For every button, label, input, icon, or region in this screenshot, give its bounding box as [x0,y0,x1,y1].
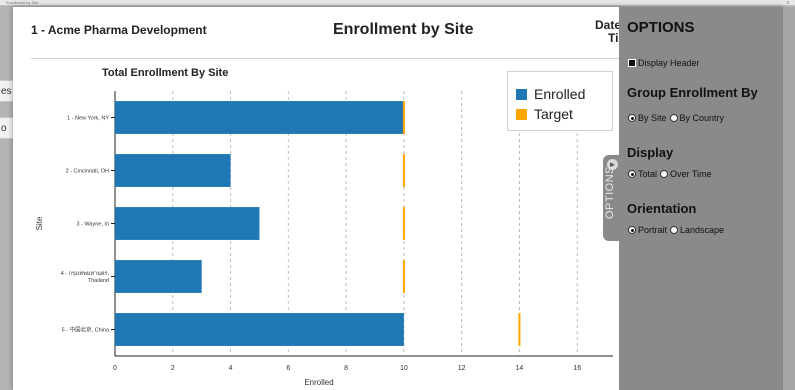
legend-swatch-enrolled [516,89,527,100]
date-label: Date [595,18,622,32]
legend-label-enrolled: Enrolled [534,86,586,102]
report-title: Enrollment by Site [333,21,474,38]
bar-enrolled [115,154,231,187]
radio-by-country[interactable] [669,114,678,122]
y-tick-label: 2 - Cincinnati, OH [66,169,109,175]
chart-title: Total Enrollment By Site [102,67,229,79]
display-header-checkbox[interactable]: Display Header [628,58,700,68]
radio-label-over-time: Over Time [670,169,712,179]
window-close-icon[interactable]: x [786,0,790,6]
options-title: OPTIONS [627,19,695,36]
radio-label-portrait: Portrait [638,225,668,235]
x-tick-label: 4 [229,365,233,372]
x-tick-label: 14 [516,365,524,372]
display-header-label: Display Header [638,58,700,68]
options-toggle-tab[interactable]: ► OPTIONS [603,155,623,241]
x-tick-label: 8 [344,365,348,372]
y-tick-label: 1 - New York, NY [67,116,109,122]
orientation-heading: Orientation [627,201,697,216]
radio-label-by-site: By Site [638,113,667,123]
radio-landscape[interactable] [670,226,679,234]
enrollment-chart: 0246810121416181 - New York, NY2 - Cinci… [35,91,613,387]
bar-enrolled [115,207,260,240]
study-name: 1 - Acme Pharma Development [31,23,207,37]
chart-legend: Enrolled Target [507,71,613,131]
x-tick-label: 2 [171,365,175,372]
legend-label-target: Target [534,106,573,122]
bar-target [402,101,405,134]
background-fragment: o [0,117,14,139]
bar-enrolled [115,260,202,293]
bar-target [402,260,405,293]
display-heading: Display [627,145,674,160]
options-tab-label: OPTIONS [604,165,616,219]
y-tick-label: 4 - กรุงเทพมหานคร, Thailand [61,271,110,284]
background-fragment: es [0,80,14,102]
x-axis-title: Enrolled [304,378,333,387]
legend-swatch-target [516,109,527,120]
radio-over-time[interactable] [660,170,669,178]
radio-label-total: Total [638,169,658,179]
display-radio-group: Total Over Time [628,169,715,179]
x-tick-label: 10 [400,365,408,372]
bar-target [402,154,405,187]
window-scroll-edge [783,7,795,390]
radio-by-site[interactable] [628,114,636,122]
y-axis-title: Site [35,216,44,230]
header-divider [31,58,631,59]
x-tick-label: 6 [286,365,290,372]
bar-target [402,207,405,240]
bar-target [518,313,521,346]
bar-enrolled [115,313,404,346]
options-panel: OPTIONS Display Header Group Enrollment … [619,7,783,390]
window-title: Enrollment by Site [6,0,39,5]
time-label: Ti [608,31,619,45]
radio-label-landscape: Landscape [680,225,725,235]
orientation-radio-group: Portrait Landscape [628,225,727,235]
y-tick-label: 5 - 中国北京, China [62,326,110,334]
report-modal: 1 - Acme Pharma Development Enrollment b… [13,7,783,390]
chevron-icon[interactable]: ► [607,159,618,170]
x-tick-label: 0 [113,365,117,372]
checkbox-icon[interactable] [628,59,636,67]
y-tick-label: 3 - Wayne, In [76,222,109,228]
radio-total[interactable] [628,170,636,178]
x-tick-label: 16 [573,365,581,372]
group-radio-group: By Site By Country [628,113,727,123]
radio-label-by-country: By Country [679,113,725,123]
window-titlebar: Enrollment by Site x [0,0,795,6]
bar-enrolled [115,101,404,134]
x-tick-label: 12 [458,365,466,372]
group-heading: Group Enrollment By [627,85,758,100]
radio-portrait[interactable] [628,226,636,234]
